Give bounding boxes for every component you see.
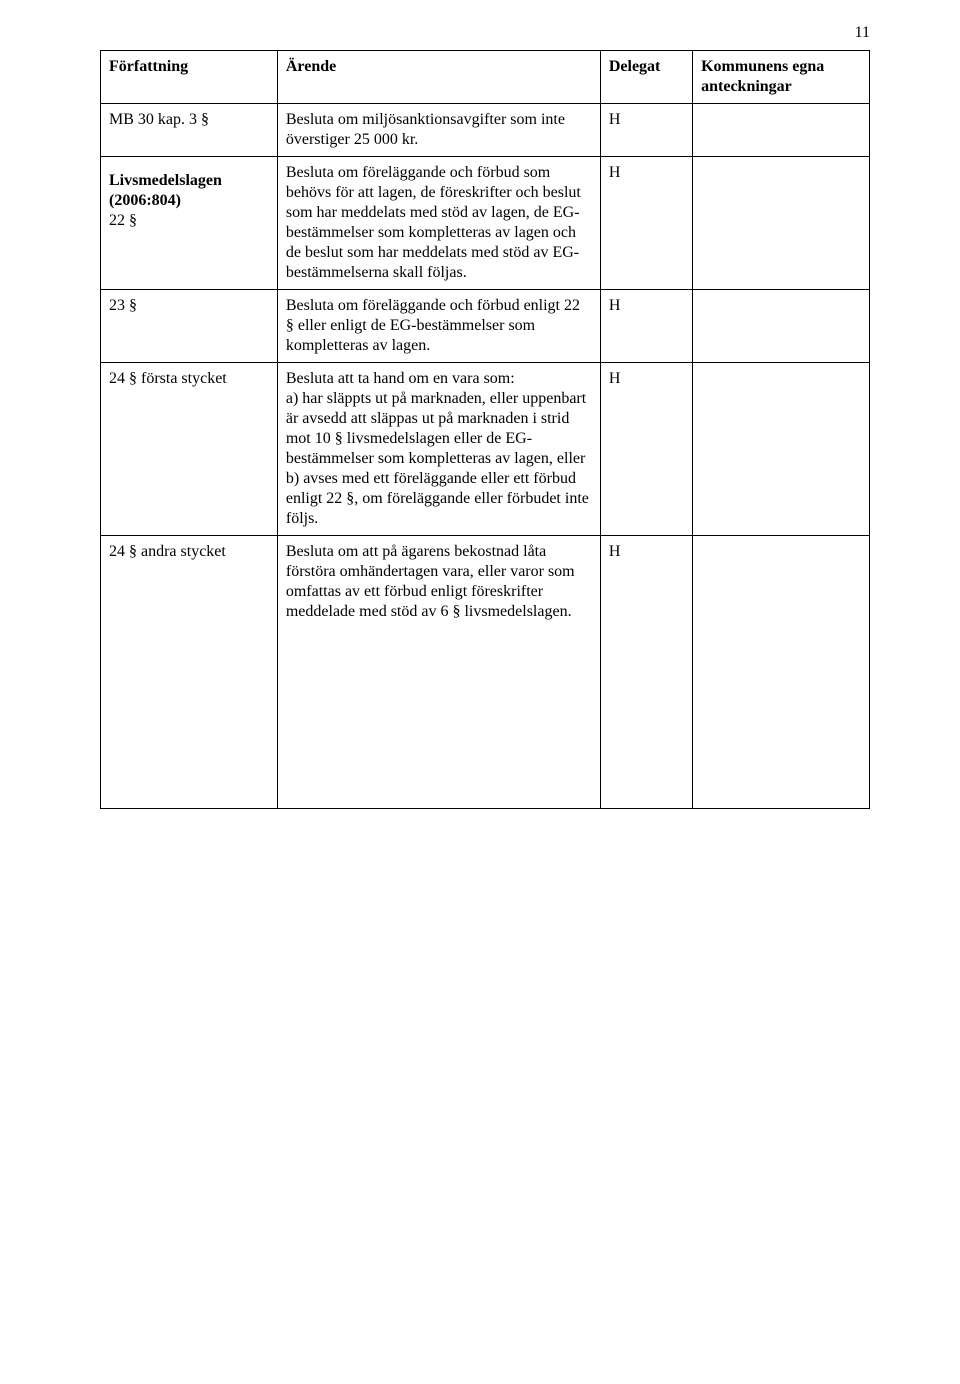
table-row: 24 § andra stycket Besluta om att på äga… <box>101 536 870 809</box>
delegat-cell: H <box>600 536 692 809</box>
delegat-cell: H <box>600 104 692 157</box>
notes-cell <box>693 157 870 290</box>
delegat-cell: H <box>600 290 692 363</box>
regulation-table: Författning Ärende Delegat Kommunens egn… <box>100 50 870 809</box>
notes-cell <box>693 290 870 363</box>
page-number: 11 <box>855 24 870 42</box>
delegat-cell: H <box>600 363 692 536</box>
table-header-row: Författning Ärende Delegat Kommunens egn… <box>101 51 870 104</box>
arende-cell: Besluta om föreläggande och förbud som b… <box>277 157 600 290</box>
arende-cell: Besluta om miljösanktionsavgifter som in… <box>277 104 600 157</box>
header-anteckningar: Kommunens egna anteckningar <box>693 51 870 104</box>
ref-cell: MB 30 kap. 3 § <box>101 104 278 157</box>
arende-cell: Besluta att ta hand om en vara som: a) h… <box>277 363 600 536</box>
table-row: 23 § Besluta om föreläggande och förbud … <box>101 290 870 363</box>
table-row: 24 § första stycket Besluta att ta hand … <box>101 363 870 536</box>
arende-cell: Besluta om föreläggande och förbud enlig… <box>277 290 600 363</box>
delegat-cell: H <box>600 157 692 290</box>
table-row: Livsmedelslagen (2006:804) 22 § Besluta … <box>101 157 870 290</box>
header-forfattning: Författning <box>101 51 278 104</box>
arende-text: Besluta om att på ägarens bekostnad låta… <box>286 543 575 620</box>
page: 11 Författning Ärende Delegat Kommunens … <box>0 0 960 1384</box>
arende-cell: Besluta om att på ägarens bekostnad låta… <box>277 536 600 809</box>
notes-cell <box>693 363 870 536</box>
ref-cell: 24 § första stycket <box>101 363 278 536</box>
notes-cell <box>693 104 870 157</box>
ref-cell: 23 § <box>101 290 278 363</box>
paragraph-ref: 22 § <box>109 211 269 231</box>
table-row: MB 30 kap. 3 § Besluta om miljösanktions… <box>101 104 870 157</box>
header-delegat: Delegat <box>600 51 692 104</box>
empty-space <box>286 622 592 802</box>
section-title: Livsmedelslagen (2006:804) <box>109 171 269 211</box>
notes-cell <box>693 536 870 809</box>
header-arende: Ärende <box>277 51 600 104</box>
ref-cell: Livsmedelslagen (2006:804) 22 § <box>101 157 278 290</box>
ref-cell: 24 § andra stycket <box>101 536 278 809</box>
